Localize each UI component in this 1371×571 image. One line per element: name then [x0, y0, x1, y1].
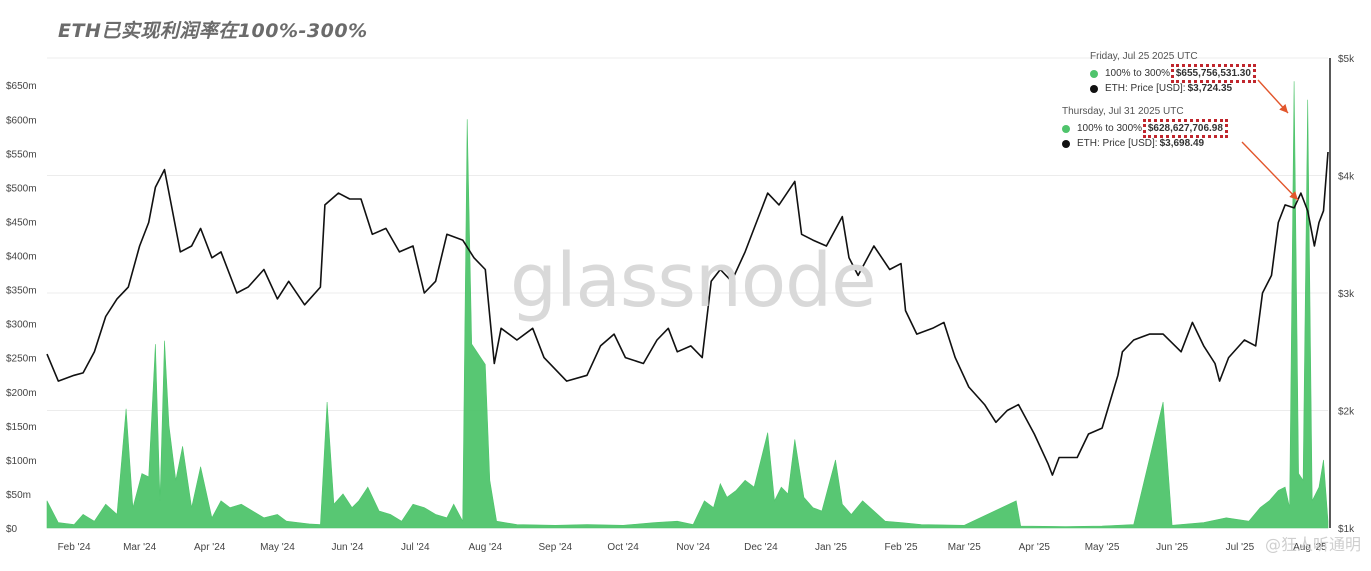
x-tick-label: Sep '24: [539, 542, 573, 553]
tooltip-series-value: $655,756,531.30: [1170, 64, 1256, 83]
price-line-series: [46, 151, 1329, 476]
y-right-tick-label: $3k: [1338, 289, 1355, 300]
tooltip-series-value: $628,627,706.98: [1142, 119, 1228, 138]
right-y-axis: $1k $2k $3k $4k $5k: [1329, 54, 1355, 535]
tooltip-date: Thursday, Jul 31 2025 UTC: [1062, 106, 1184, 117]
x-tick-label: Jun '24: [332, 542, 364, 553]
y-left-tick-label: $550m: [6, 149, 37, 160]
x-tick-label: Jul '25: [1226, 542, 1255, 553]
x-tick-label: May '25: [1085, 542, 1120, 553]
x-tick-label: Mar '25: [948, 542, 981, 553]
x-tick-label: Feb '24: [58, 542, 91, 553]
tooltip-series-row: 100% to 300%: $655,756,531.30: [1090, 64, 1256, 83]
y-left-tick-label: $500m: [6, 183, 37, 194]
black-dot-icon: [1090, 84, 1098, 93]
x-tick-label: Aug '24: [468, 542, 502, 553]
watermark-logo: glassnode: [510, 238, 877, 324]
tooltip-series-label: 100% to 300%: [1077, 123, 1143, 134]
tooltip-price-value: $3,698.49: [1159, 138, 1205, 149]
y-left-tick-label: $600m: [6, 115, 37, 126]
left-y-axis: $0 $50m $100m $150m $200m $250m $300m $350m $400…: [6, 81, 37, 535]
y-left-tick-label: $450m: [6, 217, 37, 228]
y-left-tick-label: $250m: [6, 354, 37, 365]
green-dot-icon: [1090, 69, 1098, 78]
tooltip-price-label: ETH: Price [USD]: [1077, 138, 1155, 149]
y-right-tick-label: $4k: [1338, 172, 1355, 183]
y-left-tick-label: $0: [6, 524, 18, 535]
x-axis: Feb '24 Mar '24 Apr '24 May '24 Jun '24 Jul '…: [58, 542, 1328, 553]
tooltip-jul25: Friday, Jul 25 2025 UTC 100% to 300%: $6…: [1090, 51, 1256, 96]
y-left-tick-label: $150m: [6, 422, 37, 433]
chart-title: ETH已实现利润率在100%-300%: [58, 20, 368, 42]
annotation-arrows: [1241, 79, 1299, 201]
y-left-tick-label: $50m: [6, 490, 31, 501]
y-left-tick-label: $650m: [6, 81, 37, 92]
y-left-tick-label: $400m: [6, 252, 37, 263]
tooltip-price-label: ETH: Price [USD]: [1105, 83, 1183, 94]
annotation-arrow: [1241, 141, 1299, 201]
x-tick-label: Apr '25: [1019, 542, 1051, 553]
x-tick-label: Feb '25: [884, 542, 917, 553]
tooltip-date: Friday, Jul 25 2025 UTC: [1090, 51, 1198, 62]
x-tick-label: Apr '24: [194, 542, 226, 553]
x-tick-label: Oct '24: [607, 542, 639, 553]
tooltip-series-label: 100% to 300%: [1105, 68, 1171, 79]
x-tick-label: Jan '25: [815, 542, 847, 553]
y-left-tick-label: $300m: [6, 320, 37, 331]
x-tick-label: Dec '24: [744, 542, 778, 553]
y-right-tick-label: $5k: [1338, 54, 1355, 65]
y-left-tick-label: $100m: [6, 456, 37, 467]
profit-area-series: [46, 81, 1329, 529]
x-tick-label: May '24: [260, 542, 295, 553]
y-left-tick-label: $200m: [6, 388, 37, 399]
x-tick-label: Mar '24: [123, 542, 156, 553]
x-tick-label: Aug '25: [1293, 542, 1327, 553]
price-line: [46, 151, 1329, 476]
y-right-tick-label: $2k: [1338, 407, 1355, 418]
y-right-tick-label: $1k: [1338, 524, 1355, 535]
tooltip-series-row: 100% to 300%: $628,627,706.98: [1062, 119, 1228, 138]
y-left-tick-label: $350m: [6, 286, 37, 297]
x-tick-label: Jul '24: [401, 542, 430, 553]
x-tick-label: Jun '25: [1156, 542, 1188, 553]
tooltip-price-row: ETH: Price [USD]: $3,724.35: [1090, 81, 1252, 96]
green-dot-icon: [1062, 124, 1070, 133]
tooltip-price-value: $3,724.35: [1187, 83, 1233, 94]
corner-watermark: @狂人听通明: [1264, 535, 1361, 554]
black-dot-icon: [1062, 139, 1070, 148]
x-tick-label: Nov '24: [676, 542, 710, 553]
tooltip-jul31: Thursday, Jul 31 2025 UTC 100% to 300%: …: [1062, 106, 1228, 151]
annotation-arrow: [1257, 79, 1289, 114]
profit-area-shape: [46, 81, 1329, 529]
tooltip-price-row: ETH: Price [USD]: $3,698.49: [1062, 136, 1224, 151]
